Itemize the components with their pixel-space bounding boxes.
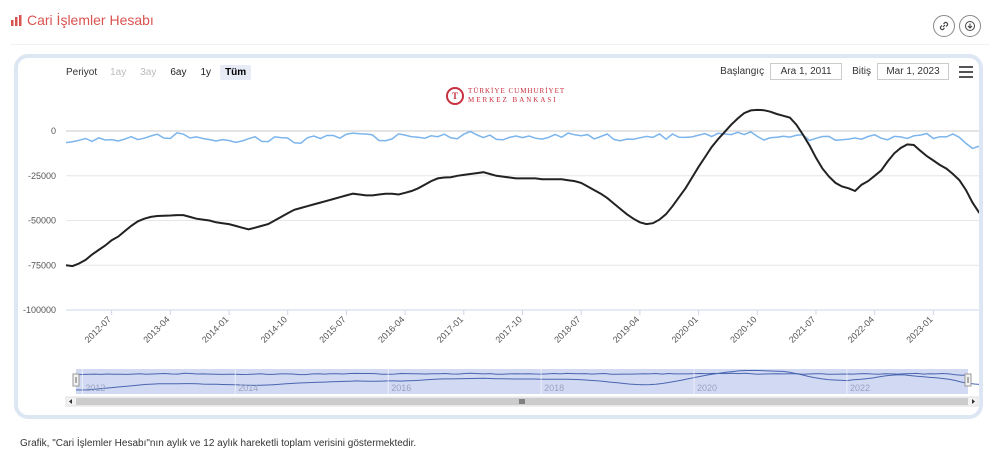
x-tick-label: 2017-10 (493, 314, 523, 344)
navigator-label: 2016 (391, 383, 411, 393)
logo-text: TÜRKİYE CUMHURİYET MERKEZ BANKASI (468, 87, 566, 104)
chart-caption: Grafik, "Cari İşlemler Hesabı"nın aylık … (20, 438, 417, 449)
series-monthly-line (65, 130, 979, 150)
x-tick-label: 2023-01 (904, 314, 934, 344)
link-button[interactable] (933, 15, 955, 37)
start-date-input[interactable]: Ara 1, 2011 (770, 63, 843, 80)
x-tick-label: 2012-07 (83, 314, 113, 344)
x-tick-label: 2020-01 (670, 314, 700, 344)
page-title: Cari İşlemler Hesabı (27, 12, 154, 28)
series-rolling-line (65, 108, 979, 268)
x-tick-label: 2016-04 (376, 314, 406, 344)
x-tick-label: 2015-07 (317, 314, 347, 344)
navigator-label: 2018 (544, 383, 564, 393)
y-tick-label: -50000 (28, 216, 56, 226)
download-button[interactable] (959, 15, 981, 37)
download-icon (965, 21, 975, 31)
x-tick-label: 2014-10 (259, 314, 289, 344)
period-label: Periyot (66, 67, 98, 78)
tcmb-seal-icon: T (446, 87, 464, 105)
navigator-selection[interactable] (76, 369, 968, 394)
line-chart: 0 -25000 -50000 -75000 -100000 2012-07 2013-0… (23, 108, 979, 407)
date-range-inputs: Başlangıç Ara 1, 2011 Bitiş Mar 1, 2023 (720, 63, 949, 80)
header-divider (10, 44, 990, 45)
y-tick-label: -100000 (23, 305, 56, 315)
range-selector: Periyot 1ay 3ay 6ay 1y Tüm (66, 65, 252, 80)
link-icon (939, 21, 949, 31)
range-1y-button[interactable]: 1y (200, 67, 212, 78)
x-tick-label: 2022-04 (846, 314, 876, 344)
start-label: Başlangıç (720, 66, 765, 77)
x-tick-label: 2014-01 (200, 314, 230, 344)
range-3m-button[interactable]: 3ay (140, 67, 157, 78)
x-tick-label: 2018-07 (552, 314, 582, 344)
navigator-label: 2012 (85, 383, 105, 393)
x-tick-label: 2020-10 (728, 314, 758, 344)
navigator-label: 2022 (850, 383, 870, 393)
x-tick-label: 2019-04 (611, 314, 641, 344)
navigator-series-line (75, 372, 969, 376)
chart-header: Cari İşlemler Hesabı (10, 12, 154, 28)
end-date-input[interactable]: Mar 1, 2023 (877, 63, 949, 80)
end-label: Bitiş (852, 66, 871, 77)
bar-chart-icon (11, 14, 22, 26)
x-tick-label: 2013-04 (141, 314, 171, 344)
range-1m-button[interactable]: 1ay (110, 67, 127, 78)
y-tick-label: 0 (51, 126, 56, 136)
navigator-series-line (75, 370, 979, 391)
range-6m-button[interactable]: 6ay (170, 67, 187, 78)
hamburger-menu-icon[interactable] (959, 66, 973, 78)
tcmb-logo: T TÜRKİYE CUMHURİYET MERKEZ BANKASI (446, 87, 565, 105)
navigator-label: 2020 (697, 383, 717, 393)
y-tick-label: -25000 (28, 171, 56, 181)
scroll-left-arrow-icon[interactable] (69, 399, 72, 404)
navigator[interactable]: 2012 2014 2016 2018 2020 2022 (65, 369, 979, 407)
scroll-right-arrow-icon[interactable] (972, 399, 975, 404)
y-tick-label: -75000 (28, 260, 56, 270)
x-tick-label: 2017-01 (435, 314, 465, 344)
navigator-label: 2014 (238, 383, 258, 393)
x-tick-label: 2021-07 (787, 314, 817, 344)
chart-panel: Periyot 1ay 3ay 6ay 1y Tüm Başlangıç Ara… (14, 54, 983, 419)
range-all-button[interactable]: Tüm (220, 65, 252, 80)
